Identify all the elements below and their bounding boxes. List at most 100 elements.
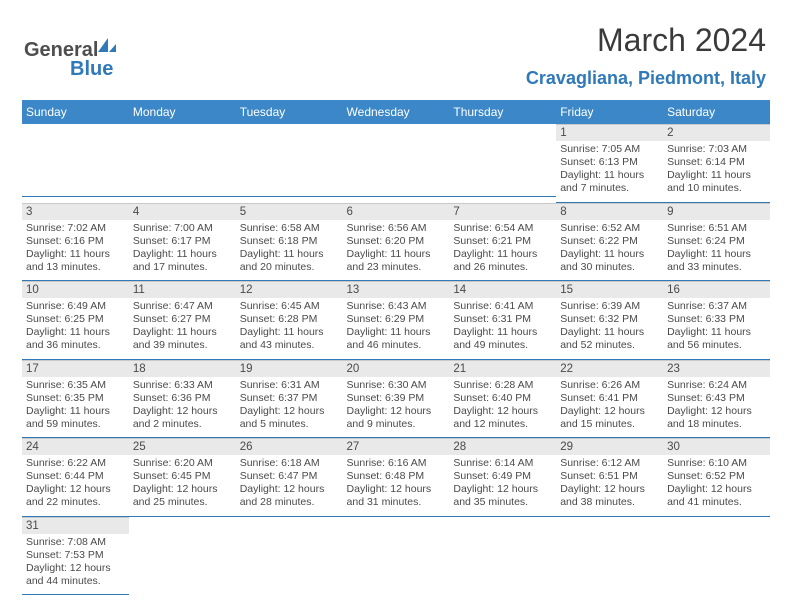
day-body: Sunrise: 6:37 AMSunset: 6:33 PMDaylight:… (663, 298, 770, 360)
day-number: 16 (663, 281, 770, 298)
logo: General Blue (24, 36, 118, 81)
calendar-cell: 18Sunrise: 6:33 AMSunset: 6:36 PMDayligh… (129, 360, 236, 439)
day-body: Sunrise: 6:33 AMSunset: 6:36 PMDaylight:… (129, 377, 236, 439)
day-body: Sunrise: 6:22 AMSunset: 6:44 PMDaylight:… (22, 455, 129, 517)
calendar-cell: 13Sunrise: 6:43 AMSunset: 6:29 PMDayligh… (343, 281, 450, 360)
sunset-line: Sunset: 6:48 PM (347, 470, 446, 483)
daylight-line: Daylight: 12 hours and 25 minutes. (133, 483, 232, 509)
calendar-cell: 19Sunrise: 6:31 AMSunset: 6:37 PMDayligh… (236, 360, 343, 439)
calendar-cell (343, 517, 450, 596)
day-body: Sunrise: 7:02 AMSunset: 6:16 PMDaylight:… (22, 220, 129, 282)
daylight-line: Daylight: 12 hours and 9 minutes. (347, 405, 446, 431)
daylight-line: Daylight: 11 hours and 23 minutes. (347, 248, 446, 274)
sunrise-line: Sunrise: 6:39 AM (560, 300, 659, 313)
calendar-row: 17Sunrise: 6:35 AMSunset: 6:35 PMDayligh… (22, 360, 770, 439)
daylight-line: Daylight: 11 hours and 30 minutes. (560, 248, 659, 274)
sunrise-line: Sunrise: 7:03 AM (667, 143, 766, 156)
sunset-line: Sunset: 6:17 PM (133, 235, 232, 248)
day-body: Sunrise: 6:51 AMSunset: 6:24 PMDaylight:… (663, 220, 770, 282)
location: Cravagliana, Piedmont, Italy (526, 68, 766, 89)
day-number: 3 (22, 203, 129, 220)
sunset-line: Sunset: 6:41 PM (560, 392, 659, 405)
day-body: Sunrise: 6:43 AMSunset: 6:29 PMDaylight:… (343, 298, 450, 360)
sunset-line: Sunset: 6:28 PM (240, 313, 339, 326)
sunset-line: Sunset: 6:35 PM (26, 392, 125, 405)
calendar-cell: 6Sunrise: 6:56 AMSunset: 6:20 PMDaylight… (343, 203, 450, 282)
day-number: 26 (236, 438, 343, 455)
sunrise-line: Sunrise: 6:52 AM (560, 222, 659, 235)
daylight-line: Daylight: 12 hours and 31 minutes. (347, 483, 446, 509)
day-number: 11 (129, 281, 236, 298)
day-body: Sunrise: 6:52 AMSunset: 6:22 PMDaylight:… (556, 220, 663, 282)
day-body: Sunrise: 6:41 AMSunset: 6:31 PMDaylight:… (449, 298, 556, 360)
month-title: March 2024 (597, 22, 766, 59)
daylight-line: Daylight: 11 hours and 7 minutes. (560, 169, 659, 195)
sunset-line: Sunset: 6:29 PM (347, 313, 446, 326)
calendar-cell: 2Sunrise: 7:03 AMSunset: 6:14 PMDaylight… (663, 124, 770, 203)
calendar-cell: 21Sunrise: 6:28 AMSunset: 6:40 PMDayligh… (449, 360, 556, 439)
calendar-cell: 15Sunrise: 6:39 AMSunset: 6:32 PMDayligh… (556, 281, 663, 360)
day-body: Sunrise: 6:35 AMSunset: 6:35 PMDaylight:… (22, 377, 129, 439)
sunrise-line: Sunrise: 6:26 AM (560, 379, 659, 392)
day-body: Sunrise: 7:08 AMSunset: 7:53 PMDaylight:… (22, 534, 129, 596)
day-number: 27 (343, 438, 450, 455)
daylight-line: Daylight: 11 hours and 49 minutes. (453, 326, 552, 352)
sunset-line: Sunset: 6:13 PM (560, 156, 659, 169)
sunrise-line: Sunrise: 6:56 AM (347, 222, 446, 235)
calendar-cell: 17Sunrise: 6:35 AMSunset: 6:35 PMDayligh… (22, 360, 129, 439)
day-number: 21 (449, 360, 556, 377)
calendar-cell (236, 517, 343, 596)
sunrise-line: Sunrise: 6:43 AM (347, 300, 446, 313)
calendar-cell: 16Sunrise: 6:37 AMSunset: 6:33 PMDayligh… (663, 281, 770, 360)
day-number: 23 (663, 360, 770, 377)
day-number: 19 (236, 360, 343, 377)
day-number: 4 (129, 203, 236, 220)
sunset-line: Sunset: 6:22 PM (560, 235, 659, 248)
sunrise-line: Sunrise: 7:08 AM (26, 536, 125, 549)
calendar-cell (449, 517, 556, 596)
calendar-cell: 20Sunrise: 6:30 AMSunset: 6:39 PMDayligh… (343, 360, 450, 439)
sunrise-line: Sunrise: 6:30 AM (347, 379, 446, 392)
day-number: 31 (22, 517, 129, 534)
day-body: Sunrise: 6:30 AMSunset: 6:39 PMDaylight:… (343, 377, 450, 439)
calendar-cell (343, 124, 450, 203)
calendar-row: 10Sunrise: 6:49 AMSunset: 6:25 PMDayligh… (22, 281, 770, 360)
calendar-cell: 26Sunrise: 6:18 AMSunset: 6:47 PMDayligh… (236, 438, 343, 517)
sunrise-line: Sunrise: 6:24 AM (667, 379, 766, 392)
calendar-table: SundayMondayTuesdayWednesdayThursdayFrid… (22, 100, 770, 595)
sunset-line: Sunset: 6:32 PM (560, 313, 659, 326)
day-body: Sunrise: 6:58 AMSunset: 6:18 PMDaylight:… (236, 220, 343, 282)
sunrise-line: Sunrise: 6:41 AM (453, 300, 552, 313)
sunrise-line: Sunrise: 6:20 AM (133, 457, 232, 470)
day-number: 6 (343, 203, 450, 220)
day-body: Sunrise: 6:56 AMSunset: 6:20 PMDaylight:… (343, 220, 450, 282)
calendar-cell (449, 124, 556, 203)
sunset-line: Sunset: 6:25 PM (26, 313, 125, 326)
day-number: 5 (236, 203, 343, 220)
daylight-line: Daylight: 12 hours and 41 minutes. (667, 483, 766, 509)
day-number: 15 (556, 281, 663, 298)
day-number: 10 (22, 281, 129, 298)
day-body: Sunrise: 6:45 AMSunset: 6:28 PMDaylight:… (236, 298, 343, 360)
day-body: Sunrise: 6:49 AMSunset: 6:25 PMDaylight:… (22, 298, 129, 360)
day-body: Sunrise: 6:20 AMSunset: 6:45 PMDaylight:… (129, 455, 236, 517)
sunrise-line: Sunrise: 7:02 AM (26, 222, 125, 235)
calendar-cell: 28Sunrise: 6:14 AMSunset: 6:49 PMDayligh… (449, 438, 556, 517)
calendar-cell: 31Sunrise: 7:08 AMSunset: 7:53 PMDayligh… (22, 517, 129, 596)
sunrise-line: Sunrise: 6:45 AM (240, 300, 339, 313)
day-number: 1 (556, 124, 663, 141)
day-number: 20 (343, 360, 450, 377)
calendar-cell: 1Sunrise: 7:05 AMSunset: 6:13 PMDaylight… (556, 124, 663, 203)
daylight-line: Daylight: 11 hours and 36 minutes. (26, 326, 125, 352)
day-body: Sunrise: 7:03 AMSunset: 6:14 PMDaylight:… (663, 141, 770, 203)
day-number: 14 (449, 281, 556, 298)
day-body: Sunrise: 6:28 AMSunset: 6:40 PMDaylight:… (449, 377, 556, 439)
daylight-line: Daylight: 11 hours and 39 minutes. (133, 326, 232, 352)
day-body: Sunrise: 6:10 AMSunset: 6:52 PMDaylight:… (663, 455, 770, 517)
calendar-cell: 22Sunrise: 6:26 AMSunset: 6:41 PMDayligh… (556, 360, 663, 439)
daylight-line: Daylight: 11 hours and 59 minutes. (26, 405, 125, 431)
day-number: 24 (22, 438, 129, 455)
calendar-cell: 11Sunrise: 6:47 AMSunset: 6:27 PMDayligh… (129, 281, 236, 360)
calendar-cell (236, 124, 343, 203)
sunset-line: Sunset: 6:20 PM (347, 235, 446, 248)
